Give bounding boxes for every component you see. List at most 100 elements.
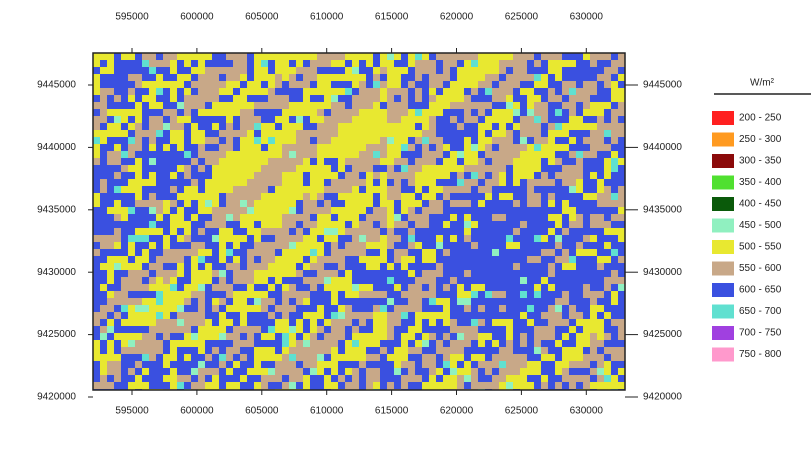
raster-cell (212, 242, 219, 249)
raster-cell (415, 186, 422, 193)
raster-cell (415, 74, 422, 81)
raster-cell (590, 102, 597, 109)
raster-cell (415, 207, 422, 214)
raster-cell (478, 270, 485, 277)
raster-cell (450, 319, 457, 326)
raster-cell (324, 67, 331, 74)
raster-cell (450, 291, 457, 298)
raster-cell (471, 193, 478, 200)
raster-cell (492, 60, 499, 67)
raster-cell (436, 298, 443, 305)
raster-cell (191, 207, 198, 214)
raster-cell (240, 347, 247, 354)
raster-cell (415, 221, 422, 228)
raster-cell (317, 354, 324, 361)
raster-cell (471, 305, 478, 312)
raster-cell (184, 144, 191, 151)
raster-cell (163, 172, 170, 179)
raster-cell (317, 242, 324, 249)
raster-cell (261, 116, 268, 123)
raster-cell (590, 95, 597, 102)
raster-cell (527, 102, 534, 109)
raster-cell (548, 214, 555, 221)
raster-cell (205, 200, 212, 207)
raster-cell (506, 200, 513, 207)
raster-cell (387, 214, 394, 221)
raster-cell (415, 53, 422, 60)
raster-cell (317, 116, 324, 123)
raster-cell (359, 305, 366, 312)
raster-cell (345, 242, 352, 249)
raster-cell (513, 326, 520, 333)
raster-cell (352, 333, 359, 340)
raster-cell (296, 249, 303, 256)
raster-cell (611, 214, 618, 221)
raster-cell (191, 347, 198, 354)
raster-cell (513, 109, 520, 116)
raster-cell (548, 109, 555, 116)
raster-cell (506, 277, 513, 284)
raster-cell (506, 228, 513, 235)
raster-cell (527, 326, 534, 333)
raster-cell (289, 95, 296, 102)
raster-cell (534, 221, 541, 228)
raster-cell (485, 375, 492, 382)
raster-cell (443, 368, 450, 375)
raster-cell (478, 242, 485, 249)
raster-cell (499, 123, 506, 130)
raster-cell (100, 74, 107, 81)
raster-cell (590, 151, 597, 158)
raster-cell (198, 179, 205, 186)
raster-cell (177, 270, 184, 277)
raster-cell (268, 312, 275, 319)
raster-cell (310, 186, 317, 193)
raster-cell (569, 326, 576, 333)
raster-cell (576, 109, 583, 116)
raster-cell (555, 123, 562, 130)
raster-cell (485, 60, 492, 67)
raster-cell (163, 326, 170, 333)
raster-cell (401, 158, 408, 165)
raster-cell (520, 123, 527, 130)
raster-cell (618, 88, 625, 95)
raster-cell (471, 165, 478, 172)
raster-cell (247, 193, 254, 200)
raster-cell (373, 158, 380, 165)
raster-cell (366, 102, 373, 109)
raster-cell (135, 312, 142, 319)
raster-cell (597, 165, 604, 172)
raster-cell (107, 116, 114, 123)
raster-cell (247, 88, 254, 95)
raster-cell (583, 326, 590, 333)
raster-cell (345, 67, 352, 74)
raster-cell (583, 165, 590, 172)
raster-cell (590, 60, 597, 67)
raster-cell (555, 312, 562, 319)
raster-cell (296, 242, 303, 249)
raster-cell (604, 277, 611, 284)
raster-cell (443, 305, 450, 312)
raster-cell (156, 186, 163, 193)
raster-cell (100, 277, 107, 284)
raster-cell (394, 186, 401, 193)
raster-cell (422, 158, 429, 165)
raster-cell (450, 144, 457, 151)
raster-cell (583, 186, 590, 193)
raster-cell (163, 95, 170, 102)
raster-cell (226, 53, 233, 60)
raster-cell (310, 102, 317, 109)
raster-cell (100, 158, 107, 165)
raster-cell (499, 193, 506, 200)
raster-cell (436, 361, 443, 368)
raster-cell (541, 382, 548, 389)
raster-cell (492, 109, 499, 116)
raster-cell (464, 277, 471, 284)
raster-cell (380, 151, 387, 158)
raster-cell (387, 340, 394, 347)
raster-cell (506, 319, 513, 326)
raster-cell (275, 60, 282, 67)
raster-cell (534, 242, 541, 249)
raster-cell (184, 382, 191, 389)
raster-cell (149, 88, 156, 95)
raster-cell (198, 375, 205, 382)
